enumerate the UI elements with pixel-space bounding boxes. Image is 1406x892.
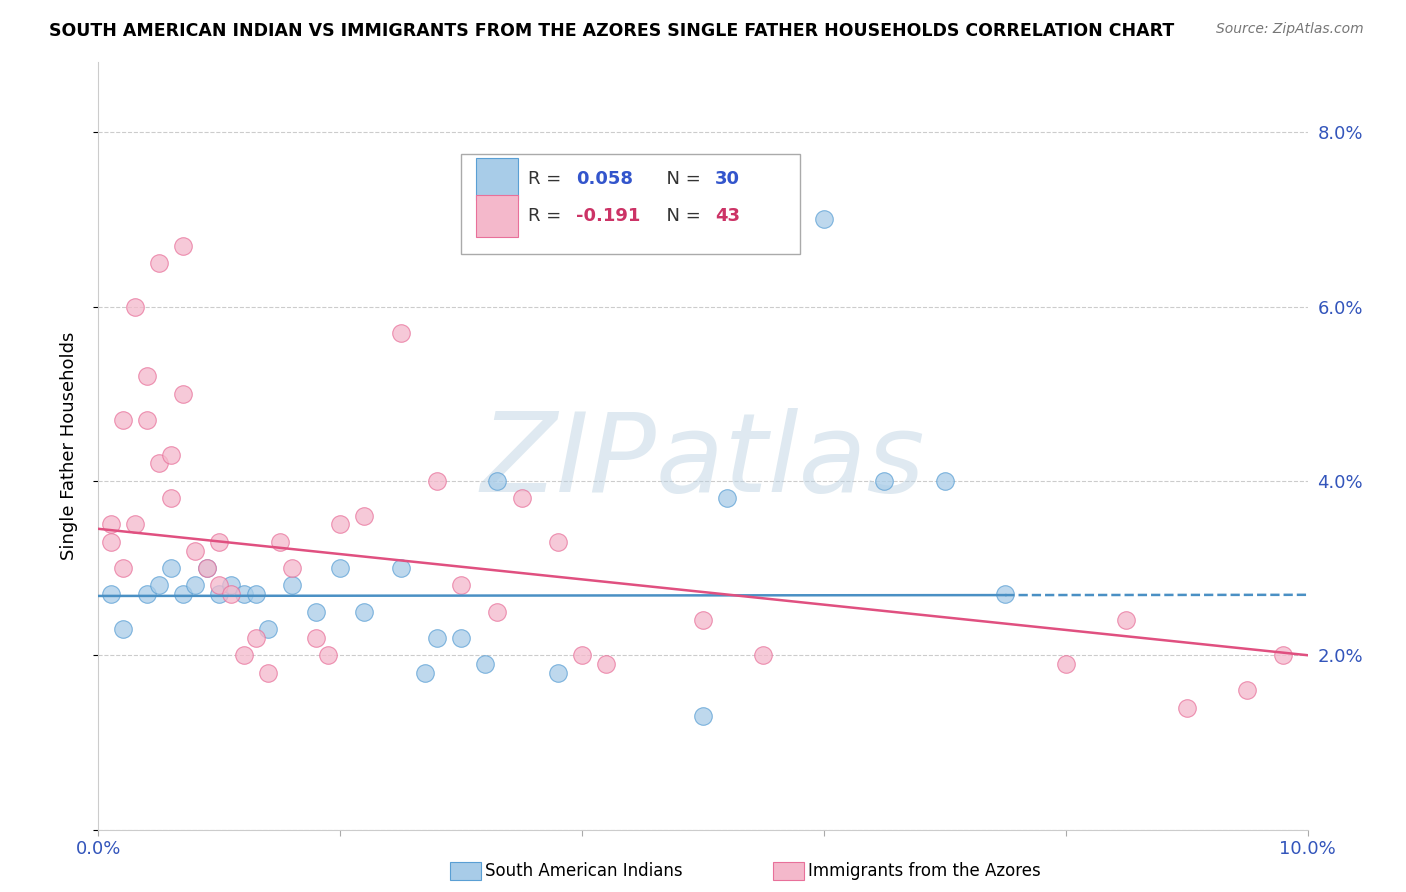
Point xyxy=(100,517,122,532)
Text: R =: R = xyxy=(527,207,567,225)
Point xyxy=(450,578,472,592)
Point xyxy=(389,326,412,340)
Point xyxy=(172,238,194,252)
Point xyxy=(595,657,617,671)
Text: N =: N = xyxy=(655,170,706,188)
Point xyxy=(547,534,569,549)
Point xyxy=(135,369,157,384)
Text: N =: N = xyxy=(655,207,706,225)
Point xyxy=(281,578,304,592)
Point xyxy=(160,491,183,506)
Point xyxy=(692,613,714,627)
Point xyxy=(245,587,267,601)
Point xyxy=(160,448,183,462)
Point xyxy=(135,587,157,601)
Point xyxy=(208,587,231,601)
Point xyxy=(124,517,146,532)
Point xyxy=(1175,700,1198,714)
Point xyxy=(426,631,449,645)
Point xyxy=(994,587,1017,601)
Point xyxy=(195,561,218,575)
Point xyxy=(1272,648,1295,663)
Point xyxy=(111,413,134,427)
Point xyxy=(486,474,509,488)
Point xyxy=(316,648,339,663)
Bar xyxy=(475,158,517,200)
Point xyxy=(1054,657,1077,671)
Point xyxy=(184,543,207,558)
Point xyxy=(1236,683,1258,698)
Point xyxy=(232,587,254,601)
Point xyxy=(329,561,352,575)
Point xyxy=(486,605,509,619)
Text: R =: R = xyxy=(527,170,567,188)
Point xyxy=(281,561,304,575)
Point xyxy=(111,561,134,575)
Point xyxy=(474,657,496,671)
Text: 0.058: 0.058 xyxy=(576,170,633,188)
Point xyxy=(195,561,218,575)
Point xyxy=(547,665,569,680)
Point xyxy=(111,622,134,636)
Point xyxy=(353,605,375,619)
Point xyxy=(692,709,714,723)
Point xyxy=(752,648,775,663)
Text: -0.191: -0.191 xyxy=(576,207,640,225)
Point xyxy=(100,534,122,549)
Point xyxy=(208,578,231,592)
Point xyxy=(813,212,835,227)
Point xyxy=(208,534,231,549)
FancyBboxPatch shape xyxy=(461,154,800,254)
Point xyxy=(305,605,328,619)
Point xyxy=(232,648,254,663)
Point xyxy=(221,578,243,592)
Text: South American Indians: South American Indians xyxy=(485,862,683,880)
Point xyxy=(135,413,157,427)
Point xyxy=(256,665,278,680)
Point xyxy=(245,631,267,645)
Point xyxy=(716,491,738,506)
Point xyxy=(934,474,956,488)
Point xyxy=(160,561,183,575)
Point xyxy=(329,517,352,532)
Point xyxy=(221,587,243,601)
Text: 30: 30 xyxy=(716,170,740,188)
Point xyxy=(100,587,122,601)
Point xyxy=(1115,613,1137,627)
Point xyxy=(873,474,896,488)
Point xyxy=(184,578,207,592)
Bar xyxy=(475,194,517,237)
Point xyxy=(269,534,291,549)
Text: 43: 43 xyxy=(716,207,740,225)
Text: SOUTH AMERICAN INDIAN VS IMMIGRANTS FROM THE AZORES SINGLE FATHER HOUSEHOLDS COR: SOUTH AMERICAN INDIAN VS IMMIGRANTS FROM… xyxy=(49,22,1174,40)
Point xyxy=(571,648,593,663)
Point xyxy=(148,457,170,471)
Point xyxy=(426,474,449,488)
Text: ZIPatlas: ZIPatlas xyxy=(481,408,925,515)
Text: Source: ZipAtlas.com: Source: ZipAtlas.com xyxy=(1216,22,1364,37)
Point xyxy=(256,622,278,636)
Text: Immigrants from the Azores: Immigrants from the Azores xyxy=(808,862,1042,880)
Point xyxy=(510,491,533,506)
Point xyxy=(148,256,170,270)
Point xyxy=(353,508,375,523)
Y-axis label: Single Father Households: Single Father Households xyxy=(59,332,77,560)
Point xyxy=(148,578,170,592)
Point xyxy=(172,587,194,601)
Point xyxy=(172,386,194,401)
Point xyxy=(413,665,436,680)
Point xyxy=(305,631,328,645)
Point xyxy=(389,561,412,575)
Point xyxy=(124,300,146,314)
Point xyxy=(450,631,472,645)
